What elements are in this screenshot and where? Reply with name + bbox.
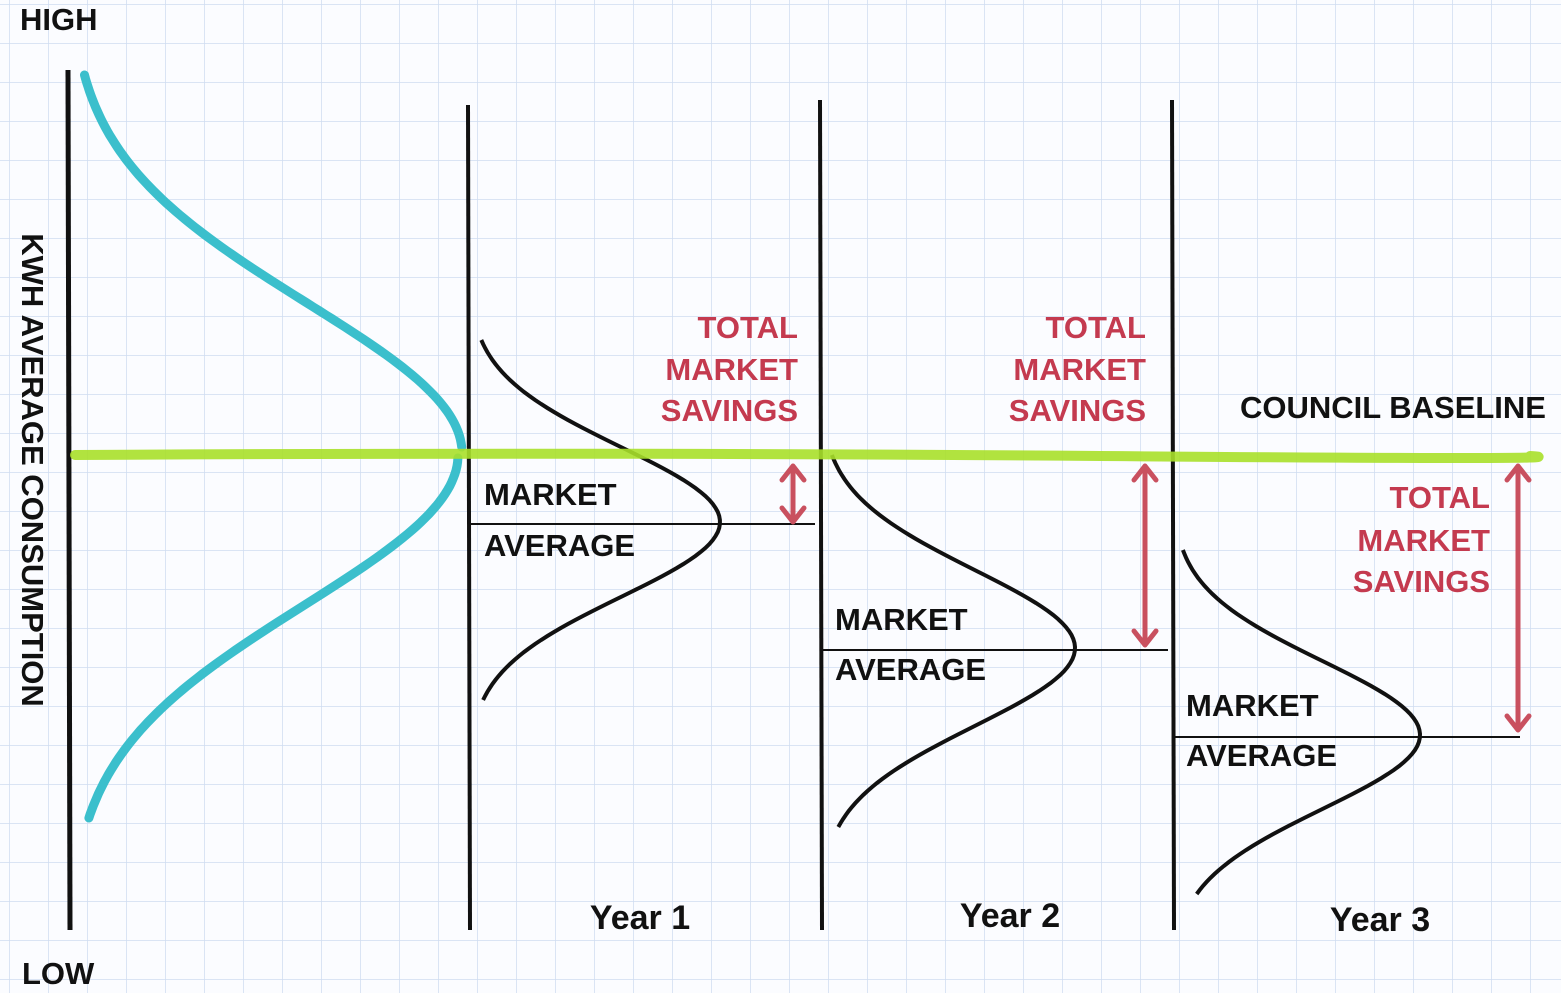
population-curve bbox=[80, 70, 467, 452]
savings-label: MARKET bbox=[1357, 523, 1490, 558]
average-label: AVERAGE bbox=[835, 652, 986, 687]
baseline-label: COUNCIL BASELINE bbox=[1240, 390, 1546, 425]
savings-label: MARKET bbox=[1013, 352, 1146, 387]
average-label: AVERAGE bbox=[1186, 738, 1337, 773]
year-label: Year 1 bbox=[590, 899, 690, 937]
savings-arrow bbox=[1504, 463, 1532, 733]
savings-label: TOTAL bbox=[1390, 480, 1490, 515]
savings-label: TOTAL bbox=[1046, 310, 1146, 345]
savings-label: SAVINGS bbox=[661, 393, 798, 428]
year-axis bbox=[1170, 99, 1176, 931]
average-label: MARKET bbox=[1186, 688, 1319, 723]
savings-label: TOTAL bbox=[698, 310, 798, 345]
axis-low: LOW bbox=[22, 956, 95, 991]
distribution-curve bbox=[479, 339, 722, 701]
axis-label: KWH AVERAGE CONSUMPTION bbox=[15, 233, 50, 707]
savings-label: SAVINGS bbox=[1353, 564, 1490, 599]
average-label: AVERAGE bbox=[484, 528, 635, 563]
year-axis bbox=[818, 99, 824, 931]
main-axis bbox=[65, 69, 73, 931]
council-baseline bbox=[70, 448, 1544, 463]
savings-arrow bbox=[1131, 463, 1159, 648]
average-label: MARKET bbox=[484, 477, 617, 512]
average-label: MARKET bbox=[835, 602, 968, 637]
savings-label: SAVINGS bbox=[1009, 393, 1146, 428]
distribution-curve bbox=[830, 454, 1078, 828]
population-curve bbox=[84, 453, 463, 823]
year-axis bbox=[466, 104, 472, 931]
savings-label: MARKET bbox=[665, 352, 798, 387]
distribution-curve bbox=[1181, 549, 1423, 896]
axis-high: HIGH bbox=[20, 2, 98, 37]
savings-arrow bbox=[779, 463, 807, 525]
year-label: Year 3 bbox=[1330, 901, 1430, 939]
year-label: Year 2 bbox=[960, 897, 1060, 935]
